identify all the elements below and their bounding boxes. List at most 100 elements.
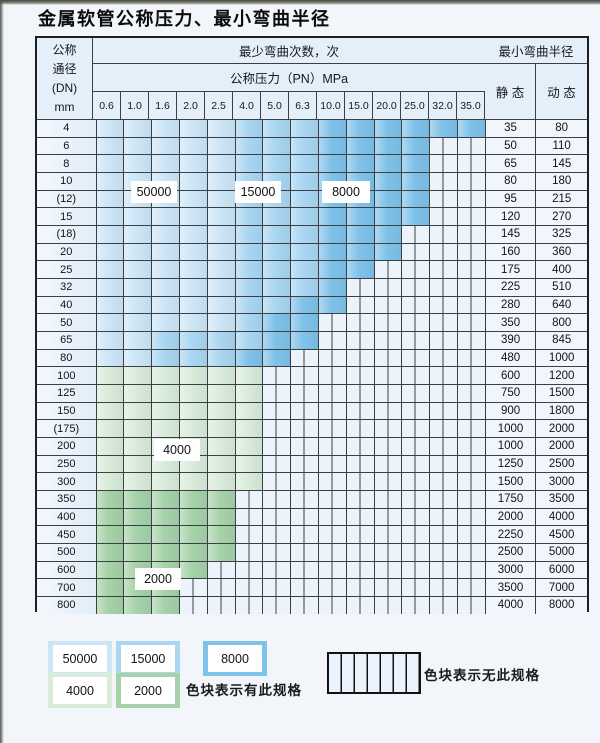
no-spec-cell [457, 454, 486, 473]
no-spec-cell [263, 507, 292, 526]
no-spec-cell [346, 384, 375, 402]
no-spec-cell [430, 295, 458, 314]
table-row: 400 2000 4000 [37, 507, 587, 526]
spec-cell [318, 278, 347, 296]
spec-cell [96, 260, 125, 279]
spec-cell [207, 313, 236, 332]
no-spec-cell [374, 278, 403, 296]
spec-cell [263, 278, 292, 296]
dynamic-radius-cell: 145 [536, 154, 587, 173]
spec-cell [179, 507, 208, 526]
dn-cell: 150 [37, 401, 97, 420]
no-spec-cell [430, 472, 458, 491]
legend-swatch-value: 8000 [208, 645, 262, 672]
pressure-tick: 2.5 [205, 92, 233, 119]
cycle-count-label: 15000 [235, 181, 281, 203]
legend-swatch-50000: 50000 [48, 641, 112, 676]
spec-cell [207, 260, 236, 279]
spec-cell [96, 437, 125, 455]
no-spec-cell [346, 401, 375, 420]
spec-cell [152, 242, 180, 261]
no-spec-cell [263, 560, 292, 579]
no-spec-cell [402, 401, 431, 420]
pressure-tick: 10.0 [317, 92, 345, 119]
spec-cell [96, 295, 125, 314]
spec-cell [179, 207, 208, 226]
spec-cell [152, 384, 180, 402]
no-spec-cell [457, 260, 486, 279]
dn-header-line: 公称 [52, 42, 77, 57]
spec-cell [124, 401, 153, 420]
static-radius-cell: 600 [485, 366, 537, 385]
dn-cell: 80 [37, 348, 97, 367]
no-spec-cell [457, 172, 486, 190]
table-header: 公称 通径 (DN) mm 最少弯曲次数，次 公称压力（PN）MPa 0.6 1.… [37, 38, 587, 119]
no-spec-cell [430, 331, 458, 349]
spec-cell [291, 313, 319, 332]
spec-cell [96, 225, 125, 243]
spec-cell [374, 207, 403, 226]
spec-cell [152, 260, 180, 279]
spec-cell [179, 419, 208, 438]
spec-cell [291, 189, 319, 208]
table-row: 25 175 400 [37, 260, 587, 279]
no-spec-cell [291, 472, 319, 491]
no-spec-cell [374, 525, 403, 544]
no-spec-cell [402, 525, 431, 544]
no-spec-cell [402, 331, 431, 349]
no-spec-cell [457, 225, 486, 243]
spec-cell [124, 366, 153, 385]
spec-cell [207, 136, 236, 155]
spec-cell [207, 437, 236, 455]
no-spec-cell [346, 525, 375, 544]
spec-cell [207, 384, 236, 402]
no-spec-cell [430, 136, 458, 155]
table-row: 10 80 180 [37, 172, 587, 190]
dynamic-radius-cell: 8000 [536, 596, 587, 614]
spec-cell [291, 207, 319, 226]
spec-cell [124, 331, 153, 349]
spec-cell [179, 331, 208, 349]
table-row: 250 1250 2500 [37, 454, 587, 473]
dn-header-line: mm [54, 99, 75, 114]
spec-cell [291, 225, 319, 243]
static-radius-cell: 80 [485, 172, 537, 190]
spec-cell [152, 525, 180, 544]
spec-cell [152, 507, 180, 526]
dynamic-radius-cell: 510 [536, 278, 587, 296]
no-spec-cell [457, 543, 486, 561]
spec-cell [318, 260, 347, 279]
no-spec-cell [346, 348, 375, 367]
no-spec-cell [374, 560, 403, 579]
spec-cell [318, 242, 347, 261]
no-spec-label: 色块表示无此规格 [424, 668, 540, 683]
spec-cell [207, 401, 236, 420]
no-spec-cell [457, 384, 486, 402]
static-radius-cell: 480 [485, 348, 537, 367]
dynamic-radius-cell: 2500 [536, 454, 587, 473]
no-spec-cell [318, 454, 347, 473]
dynamic-radius-cell: 180 [536, 172, 587, 190]
no-spec-cell [374, 578, 403, 597]
no-spec-cell [318, 543, 347, 561]
spec-cell [207, 543, 236, 561]
no-spec-cell [318, 401, 347, 420]
no-spec-cell [318, 525, 347, 544]
no-spec-cell [318, 472, 347, 491]
spec-cell [124, 278, 153, 296]
spec-cell [291, 119, 319, 137]
dynamic-radius-cell: 400 [536, 260, 587, 279]
spec-cell [207, 119, 236, 137]
no-spec-cell [346, 490, 375, 508]
spec-cell [346, 136, 375, 155]
spec-cell [207, 348, 236, 367]
no-spec-cell [402, 578, 431, 597]
static-radius-cell: 225 [485, 278, 537, 296]
min-bend-cycles-header: 最少弯曲次数，次 [93, 38, 485, 64]
no-spec-cell [457, 136, 486, 155]
dn-cell: 10 [37, 172, 97, 190]
spec-cell [235, 331, 264, 349]
spec-cell [179, 490, 208, 508]
spec-cell [124, 384, 153, 402]
dn-cell: 20 [37, 242, 97, 261]
